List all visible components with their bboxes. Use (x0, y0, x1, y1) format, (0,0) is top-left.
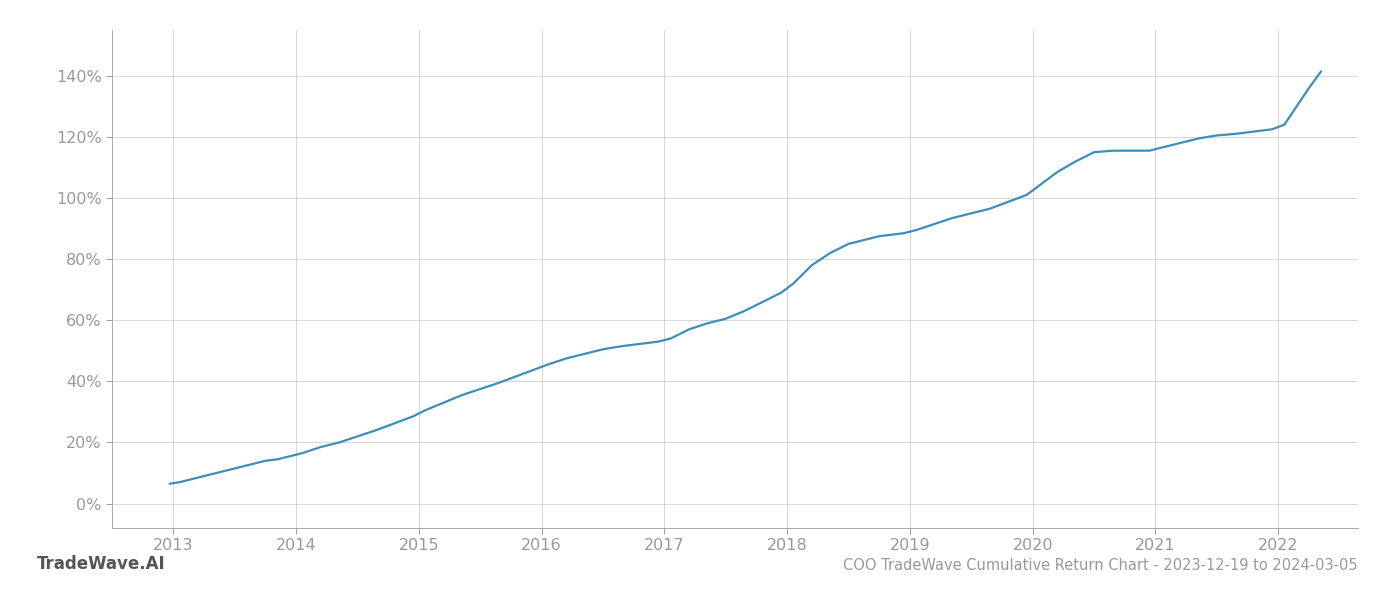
Text: TradeWave.AI: TradeWave.AI (38, 555, 165, 573)
Text: COO TradeWave Cumulative Return Chart - 2023-12-19 to 2024-03-05: COO TradeWave Cumulative Return Chart - … (843, 558, 1358, 573)
